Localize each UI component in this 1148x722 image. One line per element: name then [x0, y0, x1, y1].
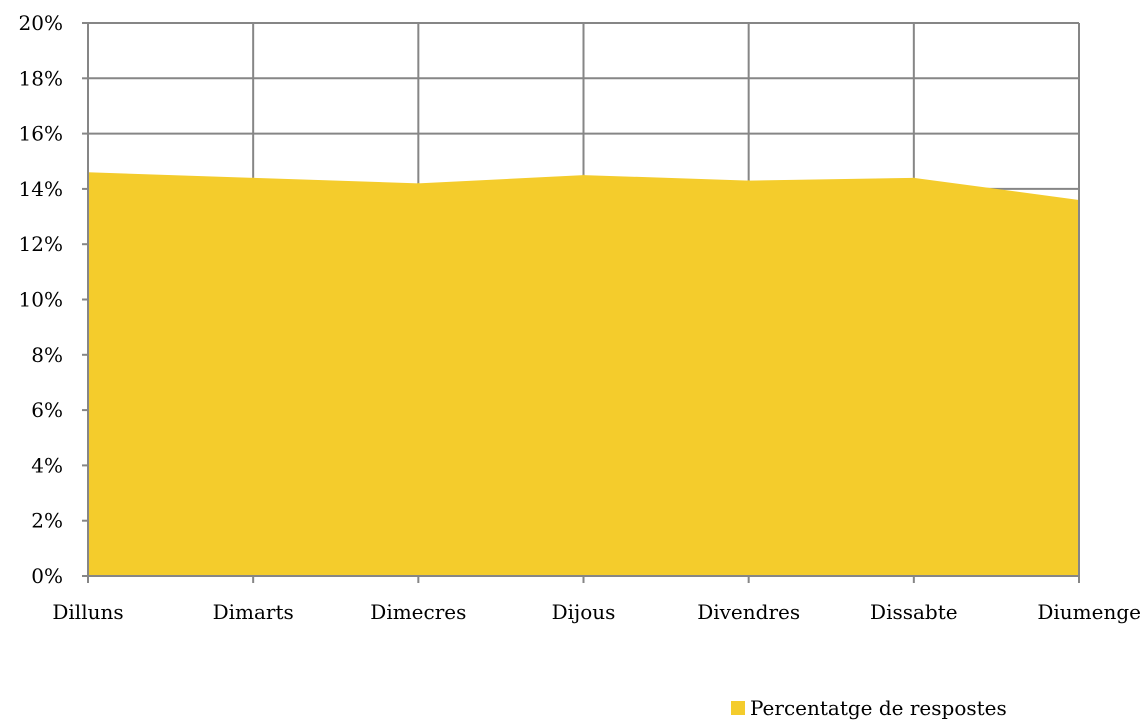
y-tick-label: 16%	[19, 122, 63, 146]
chart-series	[87, 171, 1080, 576]
data-point	[748, 180, 750, 182]
y-tick-label: 12%	[19, 232, 63, 256]
legend-label: Percentatge de respostes	[750, 696, 1007, 720]
y-axis-tick-labels: 0% 2% 4% 6% 8% 10% 12% 14% 16% 18% 20%	[19, 11, 63, 588]
data-point	[913, 177, 915, 179]
x-tick-label: Dilluns	[52, 600, 123, 624]
y-tick-label: 18%	[19, 66, 63, 90]
y-tick-label: 8%	[31, 343, 63, 367]
chart-axes	[82, 22, 1080, 583]
data-point	[583, 174, 584, 176]
x-tick-label: Divendres	[697, 600, 800, 624]
legend-swatch	[731, 701, 745, 715]
y-tick-label: 10%	[19, 288, 63, 312]
x-tick-label: Diumenge	[1037, 600, 1141, 624]
data-point	[252, 177, 254, 179]
y-tick-label: 6%	[31, 398, 63, 422]
y-tick-label: 0%	[31, 564, 63, 588]
area-series	[88, 172, 1079, 576]
x-tick-label: Dissabte	[870, 600, 958, 624]
x-axis-tick-labels: Dilluns Dimarts Dimecres Dijous Divendres Dis…	[52, 600, 1141, 624]
x-tick-label: Dimecres	[370, 600, 466, 624]
x-tick-label: Dijous	[552, 600, 616, 624]
data-point	[417, 182, 419, 184]
x-tick-label: Dimarts	[213, 600, 294, 624]
y-tick-label: 2%	[31, 509, 63, 533]
y-tick-label: 4%	[31, 453, 63, 477]
y-tick-label: 20%	[19, 11, 63, 35]
y-tick-label: 14%	[19, 177, 63, 201]
chart-legend: Percentatge de respostes	[731, 696, 1007, 720]
